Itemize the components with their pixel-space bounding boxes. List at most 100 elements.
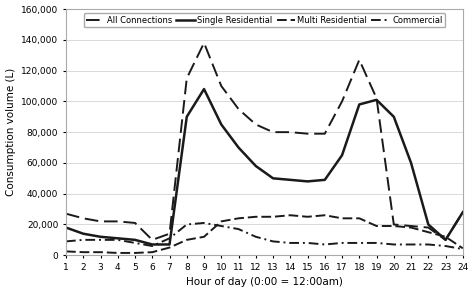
Single Residential xyxy=(287,178,293,182)
Single Residential xyxy=(132,238,138,242)
Commercial xyxy=(115,238,120,242)
Commercial xyxy=(339,241,345,245)
Single Residential xyxy=(391,115,397,119)
Commercial xyxy=(443,244,448,248)
Legend: All Connections, Single Residential, Multi Residential, Commercial: All Connections, Single Residential, Mul… xyxy=(83,13,445,27)
All Connections xyxy=(63,212,69,215)
X-axis label: Hour of day (0:00 = 12:00am): Hour of day (0:00 = 12:00am) xyxy=(186,277,343,287)
Multi Residential xyxy=(63,250,69,253)
Commercial xyxy=(63,240,69,243)
Single Residential xyxy=(201,87,207,91)
All Connections xyxy=(219,84,224,88)
All Connections xyxy=(149,238,155,242)
Single Residential xyxy=(81,232,86,236)
All Connections xyxy=(322,132,328,135)
Single Residential xyxy=(339,154,345,157)
Multi Residential xyxy=(287,214,293,217)
Commercial xyxy=(460,247,465,251)
Commercial xyxy=(219,224,224,228)
Single Residential xyxy=(356,103,362,106)
Commercial xyxy=(287,241,293,245)
Line: Multi Residential: Multi Residential xyxy=(66,215,463,253)
Single Residential xyxy=(443,238,448,242)
Multi Residential xyxy=(132,251,138,255)
All Connections xyxy=(184,76,190,80)
Commercial xyxy=(305,241,310,245)
Single Residential xyxy=(460,210,465,214)
Single Residential xyxy=(219,123,224,126)
Multi Residential xyxy=(236,217,241,220)
Multi Residential xyxy=(81,251,86,254)
Multi Residential xyxy=(167,246,173,249)
Multi Residential xyxy=(149,251,155,254)
Multi Residential xyxy=(98,251,103,254)
Commercial xyxy=(149,244,155,248)
Multi Residential xyxy=(460,247,465,250)
Multi Residential xyxy=(115,251,120,255)
Multi Residential xyxy=(305,215,310,219)
All Connections xyxy=(287,130,293,134)
All Connections xyxy=(391,223,397,226)
Line: All Connections: All Connections xyxy=(66,43,463,240)
Multi Residential xyxy=(374,224,379,228)
All Connections xyxy=(443,238,448,242)
All Connections xyxy=(98,220,103,223)
Single Residential xyxy=(426,223,431,226)
Multi Residential xyxy=(391,224,397,228)
Commercial xyxy=(408,243,414,246)
Single Residential xyxy=(253,164,259,168)
Line: Single Residential: Single Residential xyxy=(66,89,463,244)
Single Residential xyxy=(236,146,241,149)
Single Residential xyxy=(115,236,120,240)
Single Residential xyxy=(408,161,414,165)
All Connections xyxy=(236,107,241,111)
All Connections xyxy=(270,130,276,134)
All Connections xyxy=(356,58,362,62)
All Connections xyxy=(339,100,345,103)
Commercial xyxy=(374,241,379,245)
All Connections xyxy=(253,123,259,126)
Multi Residential xyxy=(443,235,448,239)
Line: Commercial: Commercial xyxy=(66,223,463,249)
Commercial xyxy=(391,243,397,246)
Multi Residential xyxy=(184,238,190,242)
All Connections xyxy=(132,221,138,225)
Single Residential xyxy=(184,115,190,119)
Multi Residential xyxy=(426,230,431,234)
All Connections xyxy=(408,224,414,228)
All Connections xyxy=(305,132,310,135)
All Connections xyxy=(167,232,173,236)
Commercial xyxy=(201,221,207,225)
Single Residential xyxy=(270,177,276,180)
Multi Residential xyxy=(270,215,276,219)
All Connections xyxy=(460,210,465,214)
Single Residential xyxy=(149,243,155,246)
Single Residential xyxy=(167,243,173,246)
Multi Residential xyxy=(219,220,224,223)
Commercial xyxy=(426,243,431,246)
Commercial xyxy=(356,241,362,245)
Commercial xyxy=(132,241,138,245)
Commercial xyxy=(270,240,276,243)
Commercial xyxy=(322,243,328,246)
All Connections xyxy=(115,220,120,223)
Single Residential xyxy=(63,226,69,229)
Commercial xyxy=(81,238,86,242)
All Connections xyxy=(201,41,207,45)
Multi Residential xyxy=(408,226,414,229)
All Connections xyxy=(81,217,86,220)
All Connections xyxy=(374,96,379,100)
Commercial xyxy=(253,235,259,239)
Single Residential xyxy=(98,235,103,239)
Multi Residential xyxy=(253,215,259,219)
Commercial xyxy=(236,227,241,231)
Multi Residential xyxy=(356,217,362,220)
Multi Residential xyxy=(322,214,328,217)
Single Residential xyxy=(322,178,328,182)
Multi Residential xyxy=(201,235,207,239)
Commercial xyxy=(98,238,103,242)
All Connections xyxy=(426,226,431,229)
Single Residential xyxy=(374,98,379,102)
Multi Residential xyxy=(339,217,345,220)
Single Residential xyxy=(305,180,310,183)
